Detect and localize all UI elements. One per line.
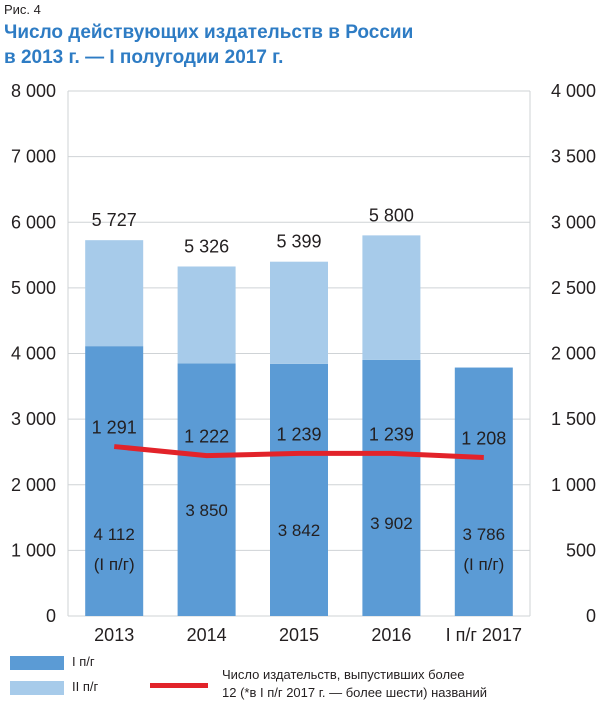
y-right-tick-label: 4 000 — [551, 81, 596, 101]
bar-total-label: 5 800 — [369, 205, 414, 225]
bar-h1-value-label: 4 112 — [94, 525, 135, 544]
legend-label-line-1: Число издательств, выпустивших более — [222, 667, 465, 682]
bar-h2 — [85, 240, 144, 347]
bar-h1 — [85, 346, 144, 616]
x-tick-label: 2014 — [187, 625, 227, 645]
bar-h1-sublabel: (I п/г) — [94, 555, 135, 574]
y-right-tick-label: 0 — [586, 606, 596, 626]
y-left-tick-label: 7 000 — [11, 147, 56, 167]
legend-label-h1: I п/г — [72, 654, 95, 669]
y-right-tick-label: 1 500 — [551, 409, 596, 429]
bar-h1-value-label: 3 902 — [370, 514, 413, 533]
bar-h2 — [362, 235, 421, 360]
y-left-tick-label: 4 000 — [11, 344, 56, 364]
chart-title-line-2: в 2013 г. — I полугодии 2017 г. — [4, 47, 284, 68]
legend-swatch-h2 — [10, 681, 64, 695]
line-value-label: 1 239 — [369, 424, 414, 444]
bar-h1 — [177, 363, 236, 616]
legend-label-line-2: 12 (*в I п/г 2017 г. — более шести) назв… — [222, 685, 488, 700]
chart-title-line-1: Число действующих издательств в России — [4, 22, 414, 43]
y-left-tick-label: 2 000 — [11, 475, 56, 495]
chart-title: Число действующих издательств в России в… — [4, 20, 594, 70]
figure-label: Рис. 4 — [4, 2, 41, 17]
bar-h1-value-label: 3 842 — [278, 521, 321, 540]
legend-label-line: Число издательств, выпустивших более 12 … — [222, 666, 562, 702]
y-left-tick-label: 5 000 — [11, 278, 56, 298]
y-left-tick-label: 8 000 — [11, 81, 56, 101]
line-value-label: 1 239 — [276, 424, 321, 444]
bar-h1 — [362, 359, 421, 616]
legend-swatch-h1 — [10, 656, 64, 670]
legend-label-h2: II п/г — [72, 679, 99, 694]
bar-h2 — [270, 261, 328, 364]
bar-h1-value-label: 3 850 — [185, 501, 228, 520]
y-left-tick-label: 1 000 — [11, 540, 56, 560]
y-right-tick-label: 3 500 — [551, 147, 596, 167]
legend-swatch-line — [150, 683, 208, 688]
bar-total-label: 5 727 — [92, 210, 137, 230]
y-left-tick-label: 3 000 — [11, 409, 56, 429]
y-right-tick-label: 3 000 — [551, 212, 596, 232]
y-left-tick-label: 6 000 — [11, 212, 56, 232]
bar-h1-value-label: 3 786 — [463, 525, 506, 544]
bar-h1 — [270, 363, 328, 616]
x-tick-label: 2016 — [371, 625, 411, 645]
series-line — [113, 444, 484, 460]
y-right-tick-label: 2 000 — [551, 344, 596, 364]
bar-total-label: 5 326 — [184, 236, 229, 256]
y-right-tick-label: 1 000 — [551, 475, 596, 495]
y-right-tick-label: 2 500 — [551, 278, 596, 298]
line-value-label: 1 208 — [461, 428, 506, 448]
bar-h2 — [177, 266, 236, 364]
y-left-tick-label: 0 — [46, 606, 56, 626]
y-right-tick-label: 500 — [566, 540, 596, 560]
bar-h1 — [454, 367, 513, 616]
x-tick-label: I п/г 2017 — [446, 625, 522, 645]
x-tick-label: 2015 — [279, 625, 319, 645]
bar-total-label: 5 399 — [276, 232, 321, 252]
line-value-label: 1 291 — [92, 418, 137, 438]
bar-h1-sublabel: (I п/г) — [463, 555, 504, 574]
x-tick-label: 2013 — [94, 625, 134, 645]
line-value-label: 1 222 — [184, 427, 229, 447]
